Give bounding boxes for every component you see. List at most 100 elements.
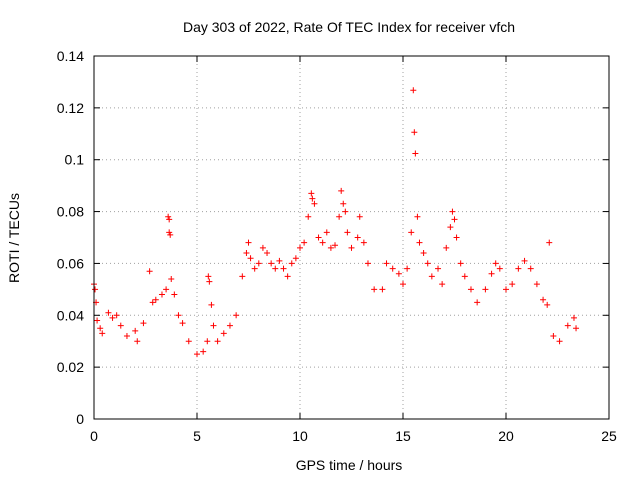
data-point [332,242,339,249]
data-point [356,213,363,220]
data-point [496,265,503,272]
data-point [428,273,435,280]
data-point [243,250,250,257]
y-axis-label: ROTI / TECUs [6,193,22,283]
data-point [305,213,312,220]
data-point [276,257,283,264]
data-point [208,301,215,308]
data-point [336,213,343,220]
data-point [371,286,378,293]
data-point [348,244,355,251]
data-point [140,320,147,327]
data-point [167,231,174,238]
data-point [185,338,192,345]
data-point [400,281,406,288]
data-point [503,286,509,293]
data-point [416,239,423,246]
data-point [220,330,227,337]
data-point [268,260,275,267]
data-points [91,87,580,358]
data-point [395,270,402,277]
data-point [166,216,173,223]
data-point [435,265,442,272]
data-point [327,244,334,251]
data-point [264,250,271,257]
y-tick-label: 0.06 [57,255,84,271]
data-point [259,244,266,251]
data-point [233,312,240,319]
x-tick-label: 15 [395,428,411,444]
data-point [492,260,499,267]
data-point [297,244,303,251]
data-point [99,330,106,337]
data-point [467,286,474,293]
data-point [408,229,415,236]
y-tick-label: 0.04 [57,307,84,323]
data-point [175,312,182,319]
data-point [451,216,458,223]
data-point [200,348,207,355]
grid [94,56,609,419]
data-point [308,190,315,197]
data-point [379,286,386,293]
data-point [338,187,345,194]
data-point [354,234,361,241]
data-point [488,270,495,277]
data-point [92,286,99,293]
x-tick-label: 5 [193,428,201,444]
data-point [570,314,577,321]
data-point [205,273,212,280]
data-point [461,273,468,280]
data-point [556,338,563,345]
data-point [443,244,450,251]
y-tick-label: 0.12 [57,100,84,116]
data-point [132,327,139,334]
data-point [573,325,580,332]
data-point [509,281,516,288]
data-point [105,309,112,316]
data-point [521,257,528,264]
data-point [550,333,557,340]
data-point [109,314,116,321]
y-tick-label: 0 [76,411,84,427]
data-point [113,312,120,319]
data-point [239,273,246,280]
data-point [149,299,156,306]
data-point [292,255,299,262]
y-tick-label: 0.08 [57,204,84,220]
data-point [411,129,418,136]
x-tick-label: 10 [292,428,308,444]
data-point [226,322,233,329]
data-point [414,213,421,220]
data-point [168,275,175,282]
data-point [546,239,553,246]
data-point [163,286,170,293]
data-point [245,239,252,246]
data-point [515,265,522,272]
x-tick-label: 25 [601,428,617,444]
data-point [412,150,419,157]
data-point [134,338,141,345]
data-point [540,296,547,303]
data-point [410,87,417,94]
data-point [564,322,571,329]
data-point [179,320,186,327]
data-point [474,299,481,306]
data-point [206,278,213,285]
x-tick-label: 20 [498,428,514,444]
data-point [171,291,178,298]
data-point [123,333,130,340]
data-point [280,265,287,272]
data-point [527,265,534,272]
data-point [146,268,153,275]
data-point [319,239,326,246]
data-point [255,260,262,267]
data-point [439,281,446,288]
data-point [383,260,390,267]
chart-title: Day 303 of 2022, Rate Of TEC Index for r… [183,19,515,35]
data-point [309,195,316,202]
data-point [360,239,367,246]
data-point [342,208,349,215]
data-point [323,229,330,236]
y-tick-label: 0.02 [57,359,84,375]
